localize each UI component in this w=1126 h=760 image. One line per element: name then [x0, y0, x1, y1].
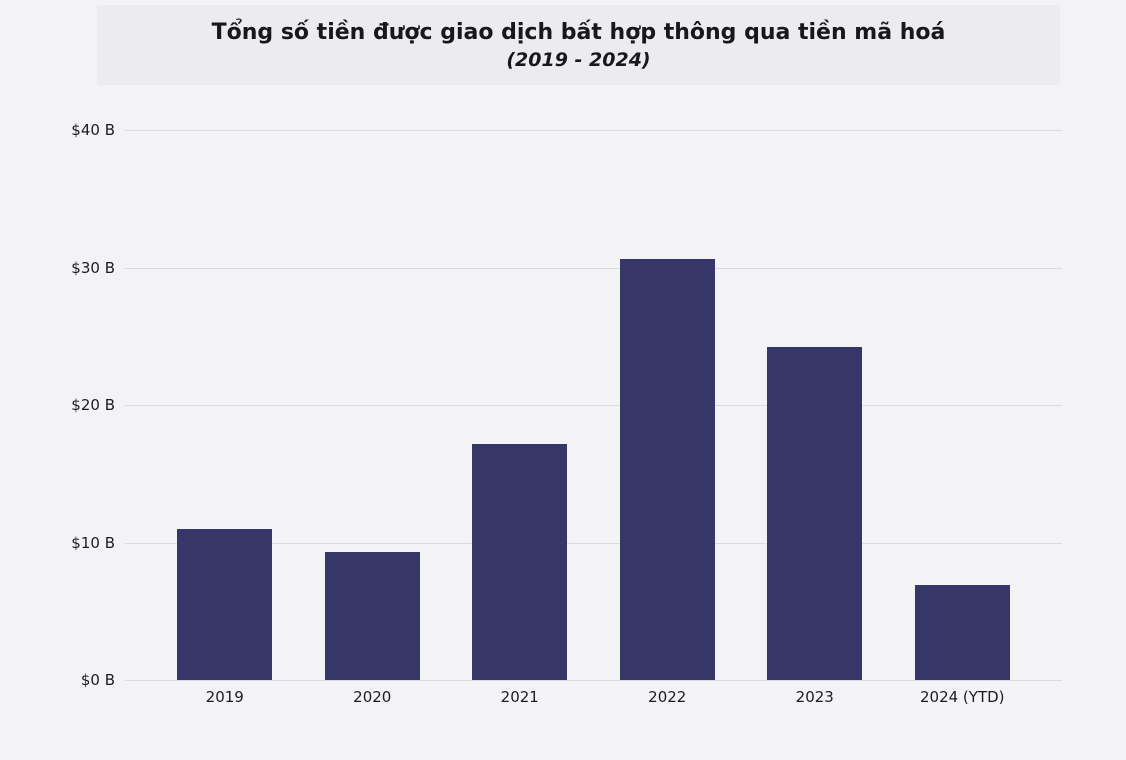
x-tick-label: 2020	[353, 688, 392, 706]
bars	[125, 130, 1062, 680]
bar-slot	[594, 130, 742, 680]
gridline	[125, 130, 1062, 131]
bar-slot	[151, 130, 299, 680]
bar-2023	[767, 347, 863, 680]
chart-subtitle: (2019 - 2024)	[506, 48, 651, 71]
bar-2024-ytd	[914, 585, 1010, 680]
y-tick-label: $40 B	[71, 121, 115, 139]
bar-slot	[741, 130, 889, 680]
gridline	[125, 405, 1062, 406]
bar-slot	[299, 130, 447, 680]
x-tick-label: 2022	[648, 688, 687, 706]
x-tick-label: 2023	[795, 688, 834, 706]
bar-slot	[446, 130, 594, 680]
bar-2022	[619, 259, 715, 680]
gridlines	[125, 130, 1062, 681]
x-tick-label: 2019	[205, 688, 244, 706]
y-tick-label: $10 B	[71, 533, 115, 552]
y-tick-label: $30 B	[71, 258, 115, 277]
gridline	[125, 542, 1062, 544]
chart-header: Tổng số tiền được giao dịch bất hợp thôn…	[97, 5, 1060, 85]
y-axis-labels: $0 B $10 B $20 B $30 B $40 B	[0, 121, 115, 689]
y-tick-label: $20 B	[71, 396, 115, 414]
chart-title: Tổng số tiền được giao dịch bất hợp thôn…	[211, 20, 946, 46]
y-tick-label: $0 B	[80, 671, 115, 689]
bar-chart: $0 B $10 B $20 B $30 B $40 B	[0, 121, 1126, 689]
gridline	[125, 680, 1062, 681]
bar-2021	[472, 443, 568, 680]
bar-slot	[889, 130, 1037, 680]
x-axis-labels: 2019 2020 2021 2022 2023 2024 (YTD)	[125, 688, 1062, 710]
bar-2020	[324, 552, 420, 680]
x-tick-label: 2024 (YTD)	[919, 688, 1005, 706]
gridline	[125, 267, 1062, 269]
bar-2019	[177, 528, 273, 680]
x-tick-label: 2021	[500, 688, 539, 706]
